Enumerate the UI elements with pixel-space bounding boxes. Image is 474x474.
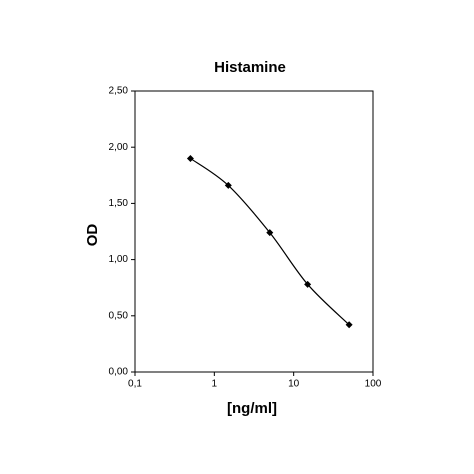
marker — [186, 154, 194, 162]
x-tick-label: 0,1 — [128, 379, 142, 390]
x-axis-label: [ng/ml] — [227, 400, 277, 417]
plot-frame — [134, 90, 374, 373]
y-tick-label: 1,00 — [109, 254, 129, 265]
marker — [224, 181, 232, 189]
x-tick-label: 1 — [212, 379, 218, 390]
y-tick-label: 0,50 — [109, 310, 129, 321]
marker — [304, 280, 312, 288]
y-tick-label: 1,50 — [109, 198, 129, 209]
x-tick-label: 10 — [288, 379, 300, 390]
y-tick-label: 2,50 — [109, 86, 129, 97]
chart-title: Histamine — [214, 59, 286, 76]
x-tick-label: 100 — [365, 379, 382, 390]
y-tick-label: 0,00 — [109, 367, 129, 378]
y-axis-label: OD — [84, 224, 101, 247]
marker — [266, 229, 274, 237]
y-tick-label: 2,00 — [109, 142, 129, 153]
marker — [345, 321, 353, 329]
